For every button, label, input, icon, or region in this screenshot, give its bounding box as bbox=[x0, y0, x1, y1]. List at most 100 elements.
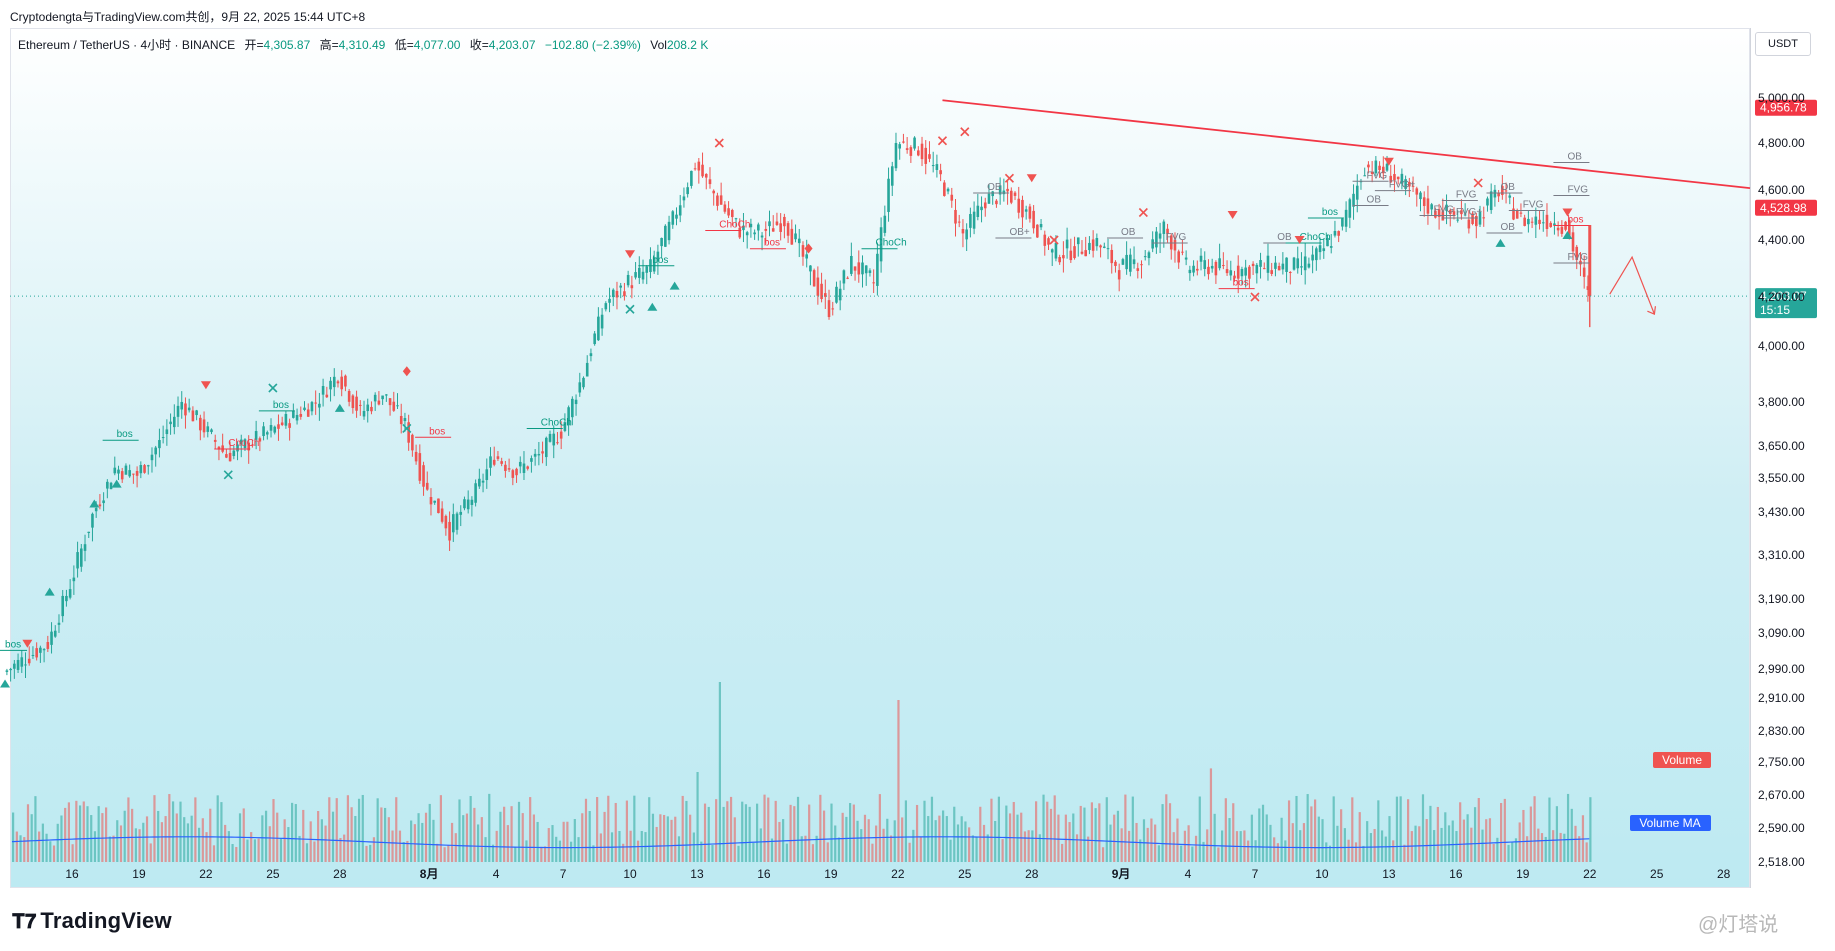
candle-body bbox=[809, 265, 812, 272]
volume-bar bbox=[960, 816, 963, 862]
volume-bar bbox=[871, 843, 874, 862]
candle-body bbox=[340, 376, 343, 390]
tradingview-logo[interactable]: 𝐓𝟕 TradingView bbox=[12, 908, 172, 934]
volume-bar bbox=[1269, 824, 1272, 862]
candle-body bbox=[117, 469, 120, 474]
volume-bar bbox=[190, 815, 193, 862]
volume-bar bbox=[566, 821, 569, 862]
volume-bar bbox=[979, 806, 982, 862]
candle-body bbox=[113, 467, 117, 474]
volume-bar bbox=[458, 799, 461, 862]
candle-body bbox=[1285, 257, 1288, 272]
volume-bar bbox=[335, 798, 338, 862]
candle-body bbox=[474, 483, 477, 503]
volume-bar bbox=[108, 836, 111, 862]
volume-bar bbox=[1362, 845, 1365, 862]
volume-bar bbox=[1280, 817, 1283, 862]
volume-bar bbox=[384, 807, 387, 862]
candle-body bbox=[318, 403, 321, 408]
volume-bar bbox=[387, 817, 390, 862]
volume-bar bbox=[1064, 814, 1067, 862]
volume-bar bbox=[164, 816, 167, 862]
volume-bar bbox=[1433, 830, 1436, 862]
volume-bar bbox=[168, 794, 171, 862]
candle-body bbox=[820, 283, 823, 300]
structure-label: bos bbox=[1233, 278, 1249, 289]
candle-body bbox=[1143, 256, 1147, 258]
x-tick-label: 19 bbox=[132, 867, 146, 881]
volume-bar bbox=[246, 839, 249, 862]
price-axis-label bbox=[1755, 288, 1817, 319]
candle-body bbox=[1266, 255, 1270, 273]
candle-body bbox=[928, 154, 931, 159]
candle-body bbox=[671, 211, 675, 225]
volume-bar bbox=[789, 804, 792, 862]
chart-plot-area[interactable] bbox=[10, 28, 1750, 888]
volume-bar bbox=[205, 832, 208, 862]
volume-bar bbox=[417, 813, 420, 862]
volume-bar bbox=[1328, 845, 1332, 862]
candle-body bbox=[1036, 224, 1039, 238]
candle-body bbox=[440, 508, 444, 522]
volume-bar bbox=[439, 795, 442, 862]
candle-body bbox=[280, 422, 284, 425]
candle-body bbox=[1515, 210, 1519, 219]
volume-bar bbox=[1165, 794, 1168, 862]
candle-body bbox=[1251, 263, 1255, 267]
candle-body bbox=[1229, 270, 1233, 276]
volume-bar bbox=[250, 832, 253, 862]
volume-bar bbox=[555, 836, 558, 862]
candle-body bbox=[139, 465, 143, 474]
volume-bar bbox=[1180, 845, 1183, 862]
x-tick-label: 22 bbox=[891, 867, 905, 881]
volume-bar bbox=[867, 819, 870, 862]
candle-body bbox=[1385, 163, 1389, 171]
candle-body bbox=[1318, 245, 1322, 253]
candle-body bbox=[195, 410, 198, 416]
candle-body bbox=[1307, 263, 1311, 268]
volume-bar bbox=[666, 816, 669, 862]
candle-body bbox=[1169, 235, 1173, 250]
volume-bar bbox=[1183, 830, 1186, 862]
volume-bar bbox=[540, 846, 543, 862]
change-value: −102.80 (−2.39%) bbox=[544, 38, 641, 52]
volume-bar bbox=[584, 798, 588, 862]
candle-body bbox=[690, 170, 693, 186]
candle-body bbox=[742, 225, 745, 231]
candle-body bbox=[797, 238, 801, 244]
candle-body bbox=[1248, 266, 1251, 279]
structure-label: bos bbox=[1567, 215, 1583, 226]
volume-bar bbox=[105, 807, 108, 862]
candle-body bbox=[902, 141, 905, 143]
candle-body bbox=[563, 422, 567, 431]
candle-body bbox=[1225, 269, 1229, 274]
volume-bar bbox=[56, 823, 59, 862]
volume-bar bbox=[1574, 825, 1577, 862]
x-tick-label: 7 bbox=[560, 867, 567, 881]
candle-body bbox=[42, 649, 46, 651]
volume-bar bbox=[1131, 796, 1134, 862]
candle-body bbox=[1166, 228, 1169, 234]
candle-body bbox=[1489, 191, 1493, 211]
volume-bar bbox=[1202, 841, 1205, 862]
volume-bar bbox=[1347, 839, 1350, 862]
candle-body bbox=[1367, 164, 1370, 168]
volume-bar bbox=[447, 845, 450, 862]
volume-bar bbox=[357, 798, 361, 862]
volume-bar bbox=[945, 816, 948, 862]
candle-body bbox=[165, 429, 169, 435]
triangle-down-marker bbox=[200, 381, 211, 390]
candle-body bbox=[972, 211, 976, 229]
volume-bar bbox=[1351, 797, 1354, 862]
candle-body bbox=[753, 232, 756, 235]
candle-body bbox=[1095, 237, 1099, 247]
volume-bar bbox=[982, 824, 986, 862]
candle-body bbox=[1188, 269, 1192, 274]
candle-body bbox=[72, 577, 76, 582]
candle-body bbox=[1043, 234, 1047, 246]
volume-bar bbox=[532, 814, 535, 862]
currency-button[interactable]: USDT bbox=[1755, 32, 1811, 56]
candle-body bbox=[764, 228, 768, 231]
logo-text: TradingView bbox=[40, 908, 172, 933]
